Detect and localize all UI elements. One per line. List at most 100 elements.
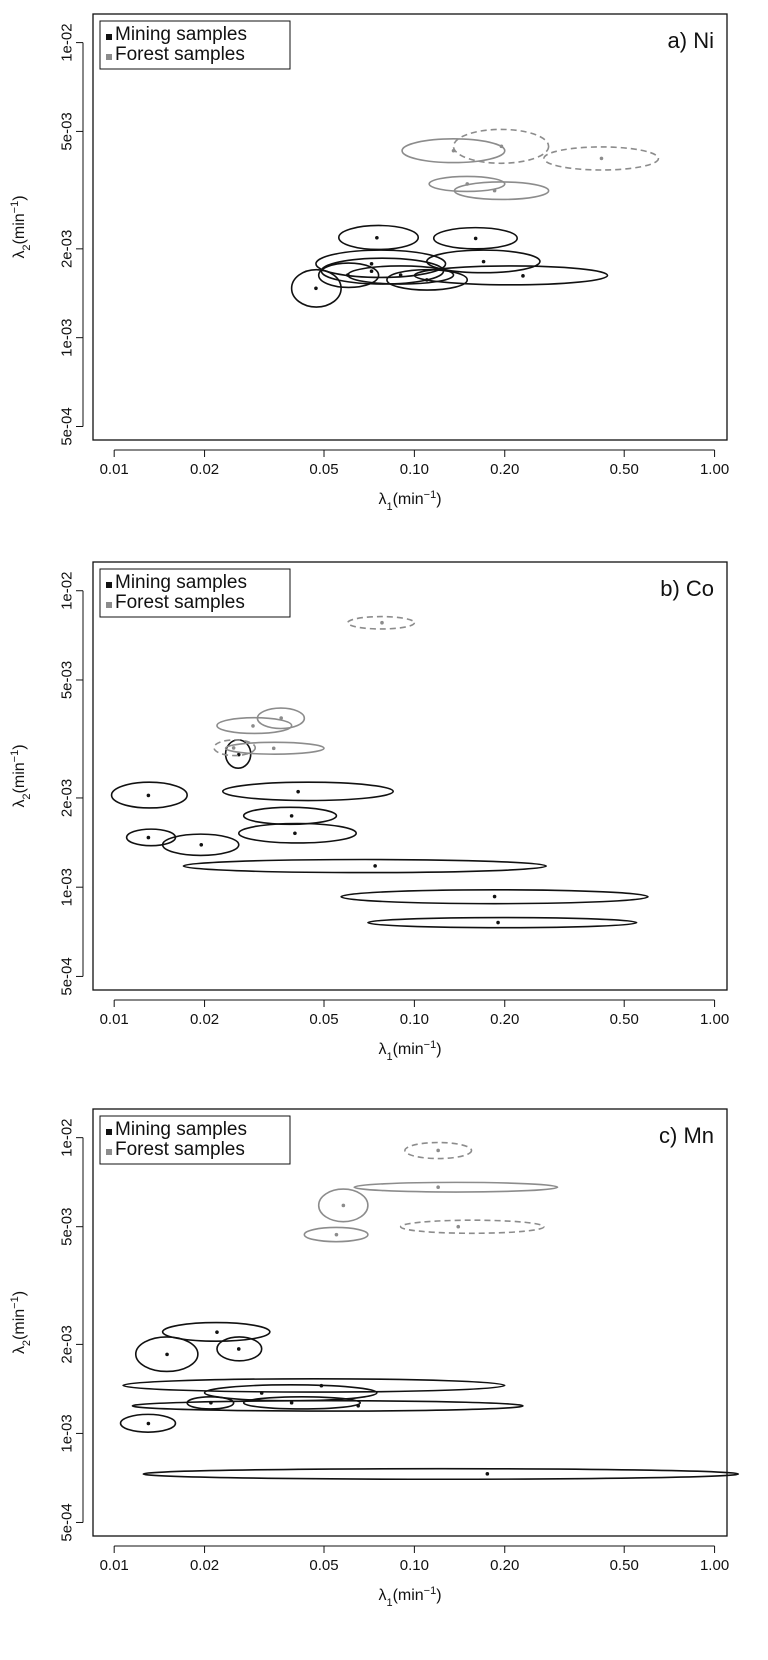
legend-label: Mining samples [115,24,247,45]
y-axis-label: λ2(min−1) [9,1291,33,1354]
panel-title: a) Ni [668,28,714,53]
legend-marker [106,54,112,60]
confidence-ellipse [317,1188,369,1223]
y-tick-label: 1e-02 [59,572,76,610]
x-axis-label: λ1(min−1) [378,489,441,513]
data-point [279,716,283,720]
data-point [375,236,379,240]
y-tick-label: 5e-03 [59,112,76,150]
y-tick-label: 1e-03 [59,1414,76,1452]
confidence-ellipse [125,828,177,847]
confidence-ellipse [303,1226,369,1243]
confidence-ellipse [337,224,420,251]
confidence-ellipse [399,1219,545,1235]
x-tick-label: 0.01 [100,1557,129,1574]
panel-title: b) Co [660,576,714,601]
legend-marker [106,582,112,588]
confidence-ellipse [367,916,638,929]
confidence-ellipse [161,1321,271,1343]
data-point [599,156,604,161]
data-point [521,274,525,278]
legend-box [99,1115,291,1165]
confidence-ellipse [142,1467,740,1481]
x-tick-label: 1.00 [700,1557,729,1574]
confidence-ellipse [119,1413,177,1433]
x-axis-label: λ1(min−1) [378,1039,441,1063]
x-tick-label: 1.00 [700,1011,729,1028]
confidence-ellipse [216,1336,263,1362]
series-forest-samples [303,1141,559,1243]
data-point [341,1203,346,1208]
confidence-ellipse [346,615,416,630]
panel-title: c) Mn [659,1123,714,1148]
y-tick-label: 5e-04 [59,407,76,445]
x-tick-label: 0.20 [490,461,519,478]
x-tick-label: 0.01 [100,1011,129,1028]
y-tick-label: 5e-03 [59,1208,76,1246]
data-point [456,1224,461,1229]
legend-marker [106,1149,112,1155]
y-axis-label: λ2(min−1) [9,744,33,807]
data-point [485,1472,490,1476]
y-tick-label: 2e-03 [59,779,76,817]
data-point [293,831,297,836]
data-point [436,1185,440,1190]
plot-frame [92,13,728,441]
data-point [499,144,504,149]
y-tick-label: 2e-03 [59,230,76,268]
data-point [314,286,318,291]
data-point [146,835,151,840]
x-tick-label: 0.20 [490,1011,519,1028]
data-point [398,273,403,277]
y-tick-label: 5e-04 [59,1503,76,1541]
confidence-ellipse [182,858,548,874]
x-tick-label: 0.02 [190,1011,219,1028]
x-tick-label: 0.05 [309,1011,338,1028]
panel-mn: 0.01 0.02 0.05 0.10 0.20 0.50 1.00 5e-04 1e-03 2e… [9,1108,740,1609]
data-point [369,261,374,266]
confidence-ellipse [543,146,660,171]
x-tick-label: 0.50 [610,1557,639,1574]
data-point [356,1404,361,1408]
confidence-ellipse [213,739,257,757]
series-mining-samples [110,739,649,929]
confidence-ellipse [161,833,240,857]
confidence-ellipse [134,1336,199,1373]
confidence-ellipse [242,1395,362,1410]
series-mining-samples [119,1321,740,1481]
confidence-ellipse [452,128,550,165]
confidence-ellipse [290,268,342,308]
confidence-ellipse [340,888,649,905]
data-point [496,920,500,925]
series-forest-samples [213,615,416,757]
confidence-ellipse [404,1141,473,1160]
data-point [373,864,377,868]
confidence-ellipse [256,707,306,730]
data-point [236,1347,241,1351]
x-tick-label: 0.02 [190,1557,219,1574]
data-point [146,1421,151,1426]
confidence-ellipse [453,181,550,201]
data-point [369,269,374,273]
confidence-ellipse [353,1181,559,1193]
y-tick-label: 5e-03 [59,661,76,699]
data-point [436,1148,440,1153]
x-tick-label: 0.20 [490,1557,519,1574]
data-point [199,842,204,847]
confidence-ellipse [131,1399,524,1412]
x-axis-label: λ1(min−1) [378,1585,441,1609]
legend-marker [106,602,112,608]
data-point [492,188,497,193]
data-point [289,814,294,818]
series-forest-samples [401,128,660,201]
legend-label: Mining samples [115,572,247,593]
legend-box [99,20,291,70]
x-tick-label: 0.50 [610,1011,639,1028]
plot-frame [92,561,728,991]
confidence-ellipse [216,716,293,735]
confidence-ellipse [122,1378,506,1393]
